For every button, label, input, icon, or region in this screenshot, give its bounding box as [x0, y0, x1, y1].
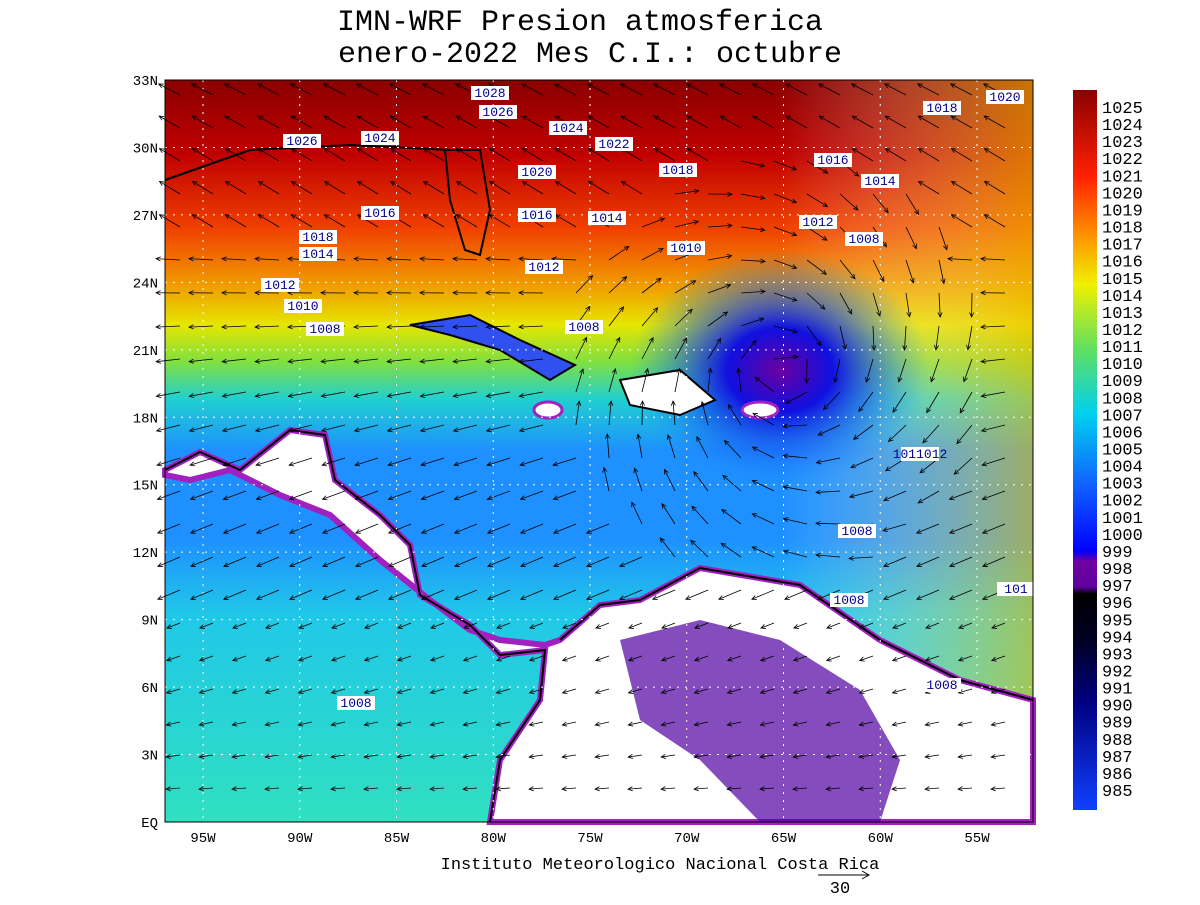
lon-label: 85W [384, 831, 410, 847]
lon-label: 65W [771, 831, 797, 847]
wind-arrow-head [160, 181, 165, 185]
lon-label: 95W [190, 831, 216, 847]
lat-label: 12N [133, 546, 158, 562]
contour-label: 1008 [309, 322, 340, 337]
contour-label: 1028 [474, 86, 505, 101]
contour-label: 1014 [302, 247, 333, 262]
contour-label: 1012 [528, 260, 559, 275]
contour-label: 1011012 [893, 447, 948, 462]
contour-label: 1018 [302, 230, 333, 245]
map-area: 1028 1026 1026 1024 1024 1022 1020 1018 1018 1020… [156, 80, 1035, 822]
contour-label: 1014 [591, 211, 622, 226]
lat-label: EQ [141, 816, 158, 832]
lon-label: 75W [577, 831, 603, 847]
puerto-rico [742, 402, 778, 418]
lon-label: 90W [287, 831, 313, 847]
contour-label: 1024 [364, 131, 395, 146]
lat-label: 30N [133, 141, 158, 157]
contour-label: 1008 [926, 678, 957, 693]
contour-label: 1008 [848, 232, 879, 247]
contour-label: 1012 [264, 278, 295, 293]
credit: Instituto Meteorologico Nacional Costa R… [441, 856, 880, 875]
contour-label: 1018 [926, 101, 957, 116]
jamaica [534, 402, 562, 418]
vector-reference: 30 [830, 880, 850, 899]
lat-label: 9N [141, 614, 158, 630]
lat-label: 27N [133, 209, 158, 225]
contour-label: 1026 [286, 134, 317, 149]
contour-label: 1024 [552, 121, 583, 136]
lon-label: 60W [868, 831, 894, 847]
lat-label: 18N [133, 411, 158, 427]
contour-label: 1016 [364, 206, 395, 221]
lat-label: 33N [133, 74, 158, 90]
contour-label: 1022 [598, 137, 629, 152]
contour-label: 1018 [662, 163, 693, 178]
colorbar [1073, 90, 1097, 810]
contour-label: 101 [1004, 582, 1028, 597]
lon-label: 80W [481, 831, 507, 847]
contour-label: 1020 [521, 165, 552, 180]
lon-label: 70W [674, 831, 700, 847]
lat-label: 3N [141, 749, 158, 765]
contour-label: 1016 [521, 208, 552, 223]
lat-label: 15N [133, 479, 158, 495]
title: IMN-WRF Presion atmosferica [337, 6, 823, 40]
colorbar-label: 985 [1102, 783, 1133, 802]
contour-label: 1008 [568, 320, 599, 335]
lat-label: 6N [141, 681, 158, 697]
colorbar-labels: 1025102410231022102110201019101810171016… [1102, 100, 1143, 802]
contour-label: 1012 [802, 215, 833, 230]
contour-label: 1010 [670, 241, 701, 256]
contour-label: 1008 [340, 696, 371, 711]
contour-label: 1020 [989, 90, 1020, 105]
contour-label: 1026 [482, 105, 513, 120]
contour-label: 1014 [864, 174, 895, 189]
subtitle: enero-2022 Mes C.I.: octubre [338, 38, 842, 72]
contour-label: 1010 [287, 299, 318, 314]
contour-label: 1008 [833, 593, 864, 608]
contour-label: 1016 [817, 153, 848, 168]
lon-label: 55W [964, 831, 990, 847]
wind-arrow-head [159, 149, 164, 153]
contour-label: 1008 [841, 524, 872, 539]
lat-label: 21N [133, 344, 158, 360]
lat-label: 24N [133, 276, 158, 292]
